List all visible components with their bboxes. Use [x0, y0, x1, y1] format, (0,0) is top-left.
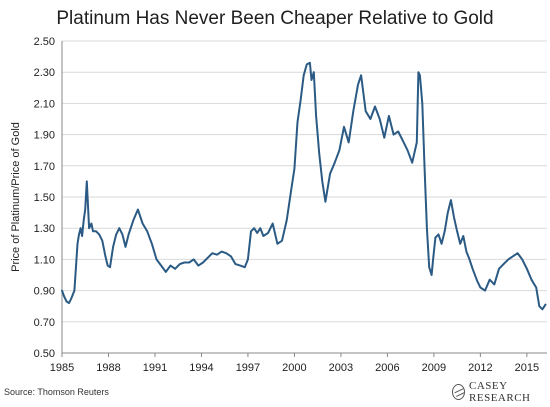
x-tick-label: 1997	[236, 362, 260, 374]
y-tick-label: 1.50	[34, 192, 55, 204]
y-tick-label: 1.90	[34, 130, 55, 142]
source-note: Source: Thomson Reuters	[4, 387, 109, 397]
x-tick-label: 2012	[468, 362, 492, 374]
x-tick-label: 1988	[96, 362, 120, 374]
x-tick-labels: 1985 1988 1991 1994 1997 2000 2003 2006 2009 2012…	[50, 362, 539, 374]
y-tick-label: 0.90	[34, 286, 55, 298]
y-tick-label: 1.30	[34, 223, 55, 235]
casey-research-logo-icon	[452, 384, 466, 400]
y-tick-label: 2.50	[34, 36, 55, 48]
series	[61, 61, 547, 311]
y-tick-labels: 0.50 0.70 0.90 1.10 1.30 1.50 1.70 1.90 2.10 2.30…	[34, 36, 55, 360]
x-tick-label: 2009	[422, 362, 446, 374]
x-tick-label: 2000	[282, 362, 306, 374]
x-tick-label: 1991	[143, 362, 167, 374]
y-tick-label: 0.50	[34, 348, 55, 360]
casey-research-logo: CASEY RESEARCH	[452, 380, 550, 404]
x-tick-label: 1985	[50, 362, 74, 374]
y-axis-label: Price of Platinum/Price of Gold	[10, 122, 22, 272]
axes	[61, 41, 547, 357]
x-tick-label: 2003	[329, 362, 353, 374]
chart-title: Platinum Has Never Been Cheaper Relative…	[56, 8, 494, 29]
y-tick-label: 1.10	[34, 254, 55, 266]
x-tick-label: 2015	[515, 362, 539, 374]
logo-text: CASEY RESEARCH	[469, 380, 531, 404]
y-tick-label: 1.70	[34, 161, 55, 173]
x-tick-label: 2006	[375, 362, 399, 374]
series-line-0	[61, 61, 547, 311]
y-tick-label: 0.70	[34, 317, 55, 329]
y-tick-label: 2.10	[34, 98, 55, 110]
y-tick-label: 2.30	[34, 67, 55, 79]
grid	[62, 40, 547, 323]
x-tick-label: 1994	[189, 362, 213, 374]
